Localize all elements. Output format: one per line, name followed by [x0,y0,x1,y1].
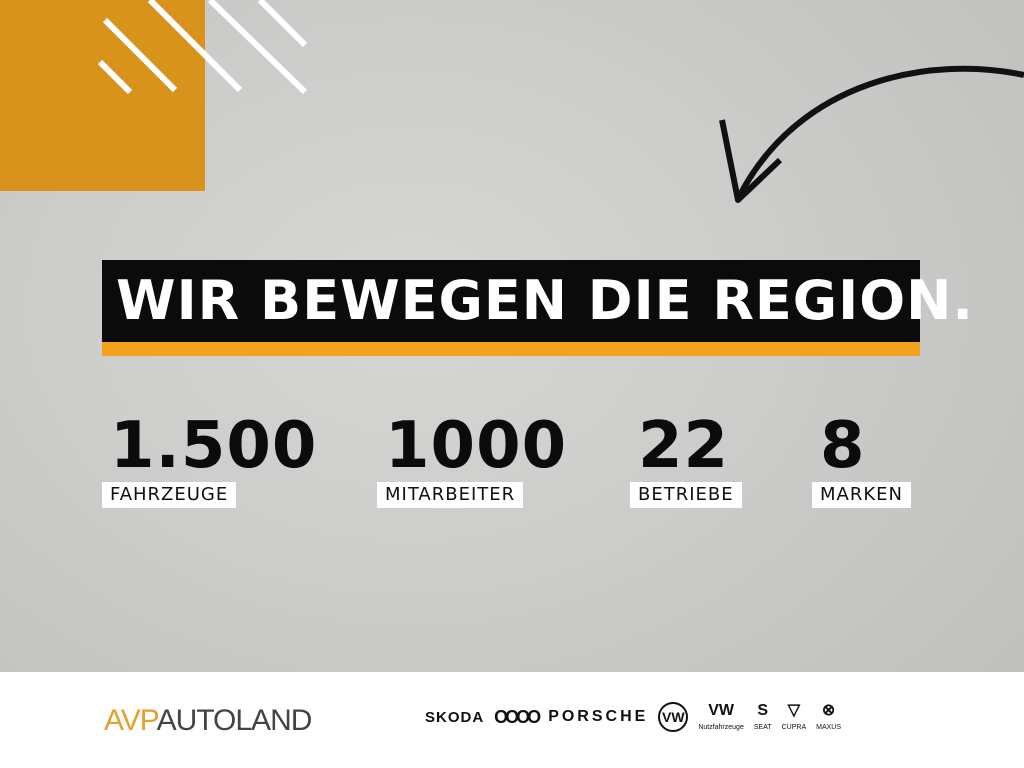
curved-arrow-icon [719,65,1024,203]
orange-square-decoration [0,0,205,191]
stat-value: 22 [638,409,730,483]
headline-underline [102,342,920,356]
stat-value: 1.500 [110,409,318,483]
vw-commercial-logo: VW Nutzfahrzeuge [698,702,744,731]
footer: AVPAUTOLAND SKODA OOOO PORSCHE VW VW Nutz… [0,672,1024,768]
stat-label: FAHRZEUGE [102,482,237,508]
stat-label: MARKEN [812,482,911,508]
stat-label: MITARBEITER [377,482,524,508]
maxus-logo: ⊗ MAXUS [816,702,842,731]
skoda-logo: SKODA [425,708,485,726]
headline: WIR BEWEGEN DIE REGION. [102,260,973,342]
stat-value: 1000 [385,409,568,483]
hero: WIR BEWEGEN DIE REGION. 1.500 FAHRZEUGE … [0,0,1024,508]
cupra-logo: ▽ CUPRA [781,702,807,731]
vw-logo: VW [658,702,689,732]
cupra-icon: ▽ [787,702,801,719]
maxus-icon: ⊗ [821,702,836,719]
seat-logo: S SEAT [753,702,772,731]
avp-autoland-logo: AVPAUTOLAND [104,704,312,737]
audi-logo: OOOO [494,706,541,727]
stat-vehicles: 1.500 FAHRZEUGE [102,409,318,508]
stat-employees: 1000 MITARBEITER [377,409,568,508]
seat-icon: S [757,702,769,719]
diagonal-stripes-decoration [97,0,308,95]
stat-brands: 8 MARKEN [812,409,911,508]
stat-branches: 22 BETRIEBE [630,409,742,508]
porsche-logo: PORSCHE [548,708,649,725]
stat-value: 8 [820,409,866,483]
stat-label: BETRIEBE [630,482,742,508]
